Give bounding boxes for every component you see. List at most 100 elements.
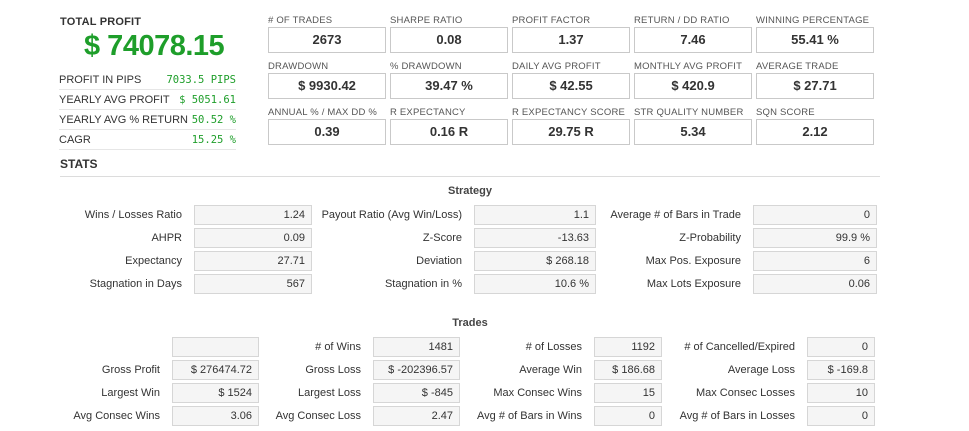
metric-tile: # OF TRADES 2673 [268,15,386,53]
trades-value: 0 [807,337,875,357]
strategy-value: 99.9 % [753,228,877,248]
metric-value: 1.37 [512,27,630,53]
strategy-label: Stagnation in % [384,278,462,290]
metric-value: 7.46 [634,27,752,53]
metric-label: # OF TRADES [268,15,333,26]
side-stat-row: CAGR 15.25 % [59,130,236,150]
metric-label: RETURN / DD RATIO [634,15,730,26]
strategy-value: 567 [194,274,312,294]
strategy-label: Payout Ratio (Avg Win/Loss) [321,209,462,221]
metric-label: DRAWDOWN [268,61,329,72]
metric-tile: PROFIT FACTOR 1.37 [512,15,630,53]
metric-label: SQN SCORE [756,107,815,118]
metric-label: % DRAWDOWN [390,61,462,72]
metric-label: MONTHLY AVG PROFIT [634,61,743,72]
stats-divider [60,176,880,177]
trades-label: Avg Consec Loss [275,410,361,422]
strategy-label: Average # of Bars in Trade [610,209,741,221]
metric-tile: STR QUALITY NUMBER 5.34 [634,107,752,145]
trades-value: 1192 [594,337,662,357]
strategy-label: Z-Probability [679,232,741,244]
strategy-label: AHPR [151,232,182,244]
strategy-value: 6 [753,251,877,271]
trades-label: Largest Loss [298,387,361,399]
metric-value: 0.16 R [390,119,508,145]
metric-tile: MONTHLY AVG PROFIT $ 420.9 [634,61,752,99]
metric-label: PROFIT FACTOR [512,15,591,26]
metric-value: 2.12 [756,119,874,145]
metric-value: 2673 [268,27,386,53]
metric-label: R EXPECTANCY SCORE [512,107,626,118]
metric-tile: WINNING PERCENTAGE 55.41 % [756,15,874,53]
metric-tile: SQN SCORE 2.12 [756,107,874,145]
metric-label: R EXPECTANCY [390,107,466,118]
trades-value: 0 [807,406,875,426]
trades-title: Trades [452,317,488,329]
trades-value: 0 [594,406,662,426]
metric-value: 0.08 [390,27,508,53]
metric-tile: R EXPECTANCY SCORE 29.75 R [512,107,630,145]
trades-value: $ -202396.57 [373,360,460,380]
trades-value: 2.47 [373,406,460,426]
metric-tile: DAILY AVG PROFIT $ 42.55 [512,61,630,99]
trades-label: # of Wins [315,341,361,353]
strategy-label: Deviation [416,255,462,267]
metric-value: $ 27.71 [756,73,874,99]
metric-value: 29.75 R [512,119,630,145]
side-stat-label: YEARLY AVG % RETURN [59,113,188,126]
metric-tile: % DRAWDOWN 39.47 % [390,61,508,99]
strategy-label: Max Pos. Exposure [645,255,741,267]
trades-value: 10 [807,383,875,403]
side-stat-label: PROFIT IN PIPS [59,73,142,86]
strategy-value: 0.09 [194,228,312,248]
trades-value: $ 276474.72 [172,360,259,380]
trades-label: Average Loss [727,364,795,376]
trades-label: Largest Win [101,387,160,399]
trades-value: 3.06 [172,406,259,426]
trades-value: 15 [594,383,662,403]
metric-label: AVERAGE TRADE [756,61,839,72]
metric-label: WINNING PERCENTAGE [756,15,870,26]
metric-value: 0.39 [268,119,386,145]
trades-label: Avg # of Bars in Wins [477,410,582,422]
trades-label: Avg # of Bars in Losses [679,410,795,422]
side-stat-row: YEARLY AVG PROFIT $ 5051.61 [59,90,236,110]
strategy-label: Stagnation in Days [89,278,182,290]
metric-label: DAILY AVG PROFIT [512,61,601,72]
metric-tile: RETURN / DD RATIO 7.46 [634,15,752,53]
strategy-label: Wins / Losses Ratio [84,209,182,221]
metric-value: 55.41 % [756,27,874,53]
trades-label: Average Win [519,364,582,376]
side-stat-row: PROFIT IN PIPS 7033.5 PIPS [59,70,236,90]
strategy-value: 0 [753,205,877,225]
trades-value: $ 186.68 [594,360,662,380]
side-stat-value: 7033.5 PIPS [166,73,236,86]
strategy-value: 27.71 [194,251,312,271]
trades-value: $ -845 [373,383,460,403]
side-stat-label: YEARLY AVG PROFIT [59,93,170,106]
metric-value: $ 9930.42 [268,73,386,99]
metric-value: $ 420.9 [634,73,752,99]
total-profit-value: $ 74078.15 [84,30,225,62]
strategy-value: -13.63 [474,228,596,248]
strategy-label: Z-Score [422,232,462,244]
metric-label: SHARPE RATIO [390,15,463,26]
stats-heading: STATS [60,157,98,171]
side-stat-row: YEARLY AVG % RETURN 50.52 % [59,110,236,130]
trades-value: 1481 [373,337,460,357]
strategy-value: $ 268.18 [474,251,596,271]
metric-label: STR QUALITY NUMBER [634,107,744,118]
total-profit-label: TOTAL PROFIT [60,16,142,28]
side-stat-value: 50.52 % [191,113,236,126]
side-stat-value: $ 5051.61 [179,93,236,106]
metric-tile: AVERAGE TRADE $ 27.71 [756,61,874,99]
metric-tile: R EXPECTANCY 0.16 R [390,107,508,145]
side-stats-list: PROFIT IN PIPS 7033.5 PIPS YEARLY AVG PR… [59,70,236,150]
metric-value: 5.34 [634,119,752,145]
trades-label: Max Consec Wins [493,387,582,399]
strategy-value: 0.06 [753,274,877,294]
side-stat-value: 15.25 % [191,133,236,146]
metric-tile: ANNUAL % / MAX DD % 0.39 [268,107,386,145]
strategy-label: Expectancy [125,255,182,267]
trades-label: # of Losses [525,341,582,353]
